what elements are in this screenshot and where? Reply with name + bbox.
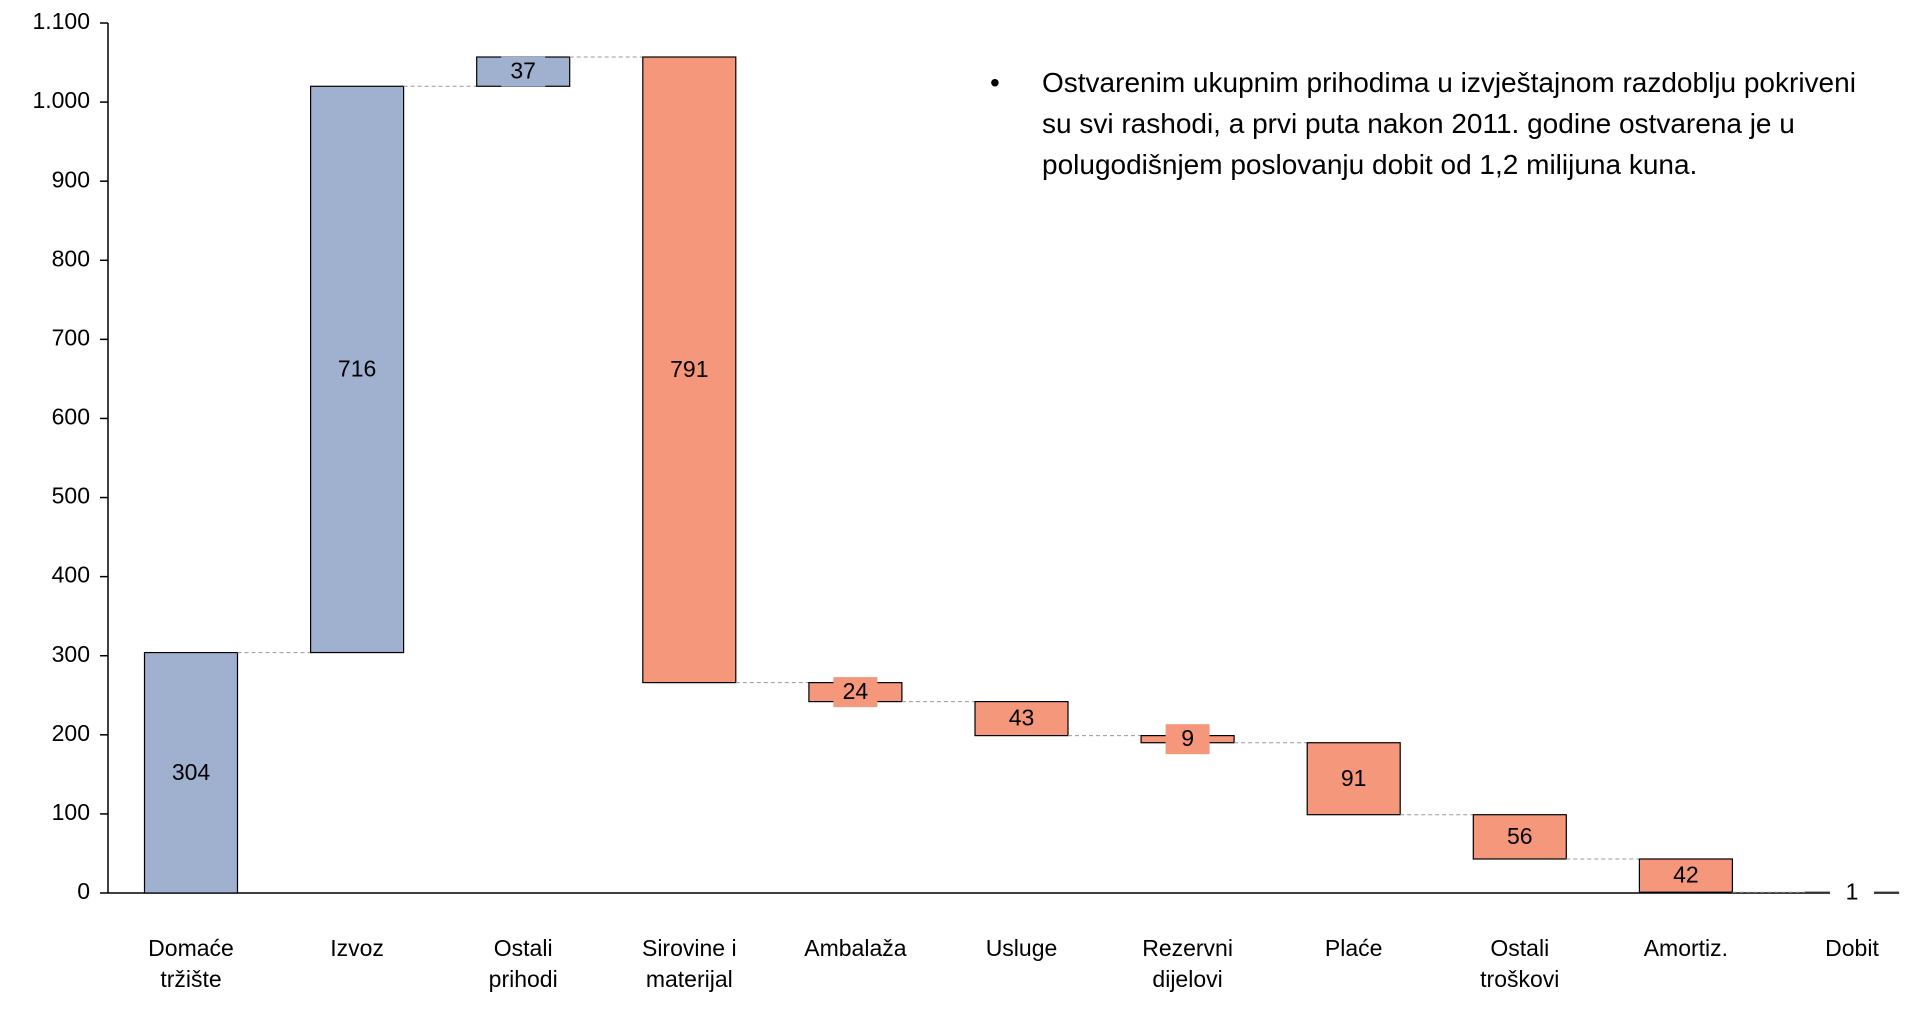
y-tick-label: 900: [52, 166, 90, 192]
y-tick-label: 800: [52, 245, 90, 271]
x-tick-label: Sirovine i materijal: [641, 935, 737, 992]
label-bg: [501, 56, 546, 87]
data-label: 43: [1009, 705, 1035, 731]
label-bg: [1830, 877, 1874, 908]
x-tick-label: Usluge: [985, 935, 1058, 961]
label-bg: [833, 677, 878, 708]
x-tick-label: Ostali troškovi: [1480, 935, 1560, 992]
bar: [1306, 742, 1401, 816]
y-tick-label: 1.100: [32, 8, 90, 34]
y-tick-label: 600: [52, 404, 90, 430]
y-tick-label: 700: [52, 324, 90, 350]
x-tick-label: Ostali prihodi: [488, 935, 558, 992]
y-tick-label: 1.000: [32, 87, 90, 113]
x-tick-label: Ambalaža: [804, 935, 907, 961]
bullet: •: [990, 67, 1000, 98]
x-tick-label: Amortiz.: [1643, 935, 1729, 961]
data-label: 56: [1507, 823, 1533, 849]
data-label: 37: [510, 58, 536, 84]
y-tick-label: 400: [52, 562, 90, 588]
bar: [143, 651, 239, 894]
y-tick-label: 300: [52, 641, 90, 667]
data-label: 42: [1673, 862, 1699, 888]
annotation-text: Ostvarenim ukupnim prihodima u izvještaj…: [1042, 67, 1856, 180]
x-tick-label: Plaće: [1324, 935, 1383, 961]
bar: [642, 56, 737, 684]
x-tick-label: Domaće tržište: [148, 935, 234, 992]
bar: [1638, 858, 1734, 893]
data-label: 1: [1846, 879, 1859, 905]
y-tick-label: 0: [77, 878, 90, 904]
data-label: 24: [843, 678, 869, 704]
bar: [1472, 814, 1567, 860]
x-tick-label: Izvoz: [330, 935, 384, 961]
label-bg: [1165, 724, 1210, 755]
bar: [310, 85, 405, 654]
x-tick-label: Rezervni dijelovi: [1142, 935, 1233, 992]
x-tick-label: Dobit: [1825, 935, 1879, 961]
bar: [974, 700, 1069, 737]
data-label: 91: [1341, 765, 1367, 791]
y-tick-label: 100: [52, 799, 90, 825]
data-label: 716: [338, 355, 376, 381]
data-label: 791: [670, 356, 708, 382]
annotation: • Ostvarenim ukupnim prihodima u izvješta…: [990, 62, 1880, 185]
data-label: 304: [172, 759, 211, 785]
data-label: 9: [1181, 725, 1194, 751]
y-tick-label: 500: [52, 483, 90, 509]
y-tick-label: 200: [52, 720, 90, 746]
